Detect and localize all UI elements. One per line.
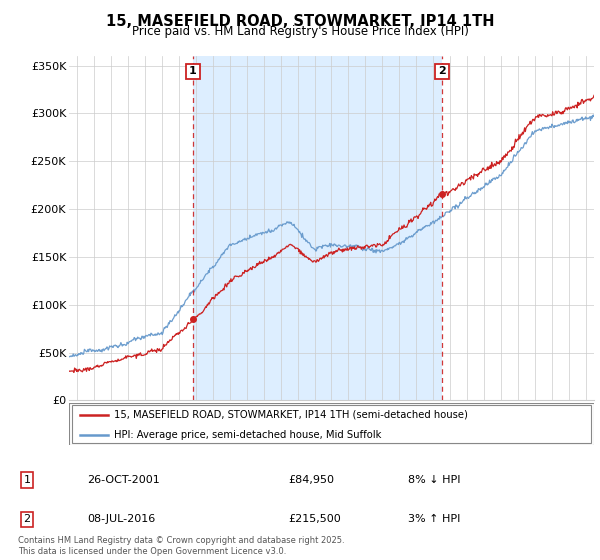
Text: 26-OCT-2001: 26-OCT-2001 xyxy=(87,475,160,485)
Text: 2: 2 xyxy=(438,66,446,76)
Text: HPI: Average price, semi-detached house, Mid Suffolk: HPI: Average price, semi-detached house,… xyxy=(113,430,381,440)
FancyBboxPatch shape xyxy=(71,405,592,443)
Text: Contains HM Land Registry data © Crown copyright and database right 2025.
This d: Contains HM Land Registry data © Crown c… xyxy=(18,536,344,556)
Text: 1: 1 xyxy=(189,66,197,76)
Bar xyxy=(193,56,442,400)
Text: 08-JUL-2016: 08-JUL-2016 xyxy=(87,515,155,524)
Text: 2: 2 xyxy=(23,515,31,524)
Text: £84,950: £84,950 xyxy=(288,475,334,485)
Text: 15, MASEFIELD ROAD, STOWMARKET, IP14 1TH: 15, MASEFIELD ROAD, STOWMARKET, IP14 1TH xyxy=(106,14,494,29)
Text: 3% ↑ HPI: 3% ↑ HPI xyxy=(408,515,460,524)
Text: 1: 1 xyxy=(23,475,31,485)
Text: 8% ↓ HPI: 8% ↓ HPI xyxy=(408,475,461,485)
Text: Price paid vs. HM Land Registry's House Price Index (HPI): Price paid vs. HM Land Registry's House … xyxy=(131,25,469,38)
Text: 15, MASEFIELD ROAD, STOWMARKET, IP14 1TH (semi-detached house): 15, MASEFIELD ROAD, STOWMARKET, IP14 1TH… xyxy=(113,410,467,420)
Text: £215,500: £215,500 xyxy=(288,515,341,524)
